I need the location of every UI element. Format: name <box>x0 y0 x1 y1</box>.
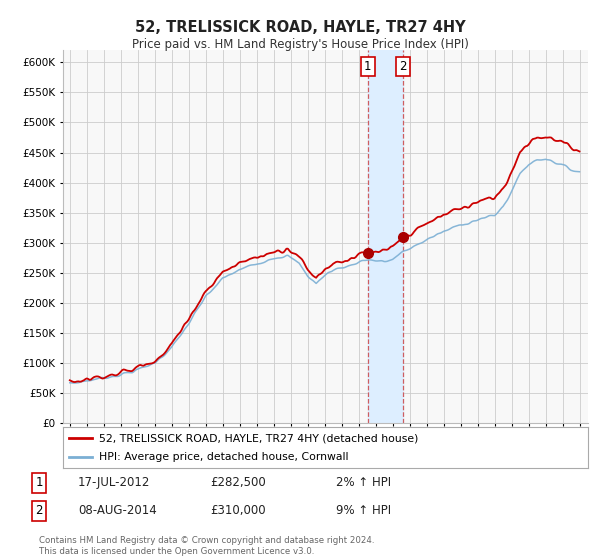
Text: 2: 2 <box>399 60 407 73</box>
Text: 1: 1 <box>364 60 371 73</box>
Text: 1: 1 <box>35 476 43 489</box>
Text: Contains HM Land Registry data © Crown copyright and database right 2024.
This d: Contains HM Land Registry data © Crown c… <box>39 536 374 556</box>
Bar <box>368 50 403 423</box>
Text: 2% ↑ HPI: 2% ↑ HPI <box>336 476 391 489</box>
Text: 2: 2 <box>35 504 43 517</box>
Text: 17-JUL-2012: 17-JUL-2012 <box>78 476 151 489</box>
Text: 9% ↑ HPI: 9% ↑ HPI <box>336 504 391 517</box>
Text: 08-AUG-2014: 08-AUG-2014 <box>78 504 157 517</box>
Text: 52, TRELISSICK ROAD, HAYLE, TR27 4HY: 52, TRELISSICK ROAD, HAYLE, TR27 4HY <box>134 20 466 35</box>
Text: £310,000: £310,000 <box>210 504 266 517</box>
Text: £282,500: £282,500 <box>210 476 266 489</box>
Text: HPI: Average price, detached house, Cornwall: HPI: Average price, detached house, Corn… <box>98 452 348 461</box>
Text: 52, TRELISSICK ROAD, HAYLE, TR27 4HY (detached house): 52, TRELISSICK ROAD, HAYLE, TR27 4HY (de… <box>98 433 418 443</box>
Text: Price paid vs. HM Land Registry's House Price Index (HPI): Price paid vs. HM Land Registry's House … <box>131 38 469 50</box>
